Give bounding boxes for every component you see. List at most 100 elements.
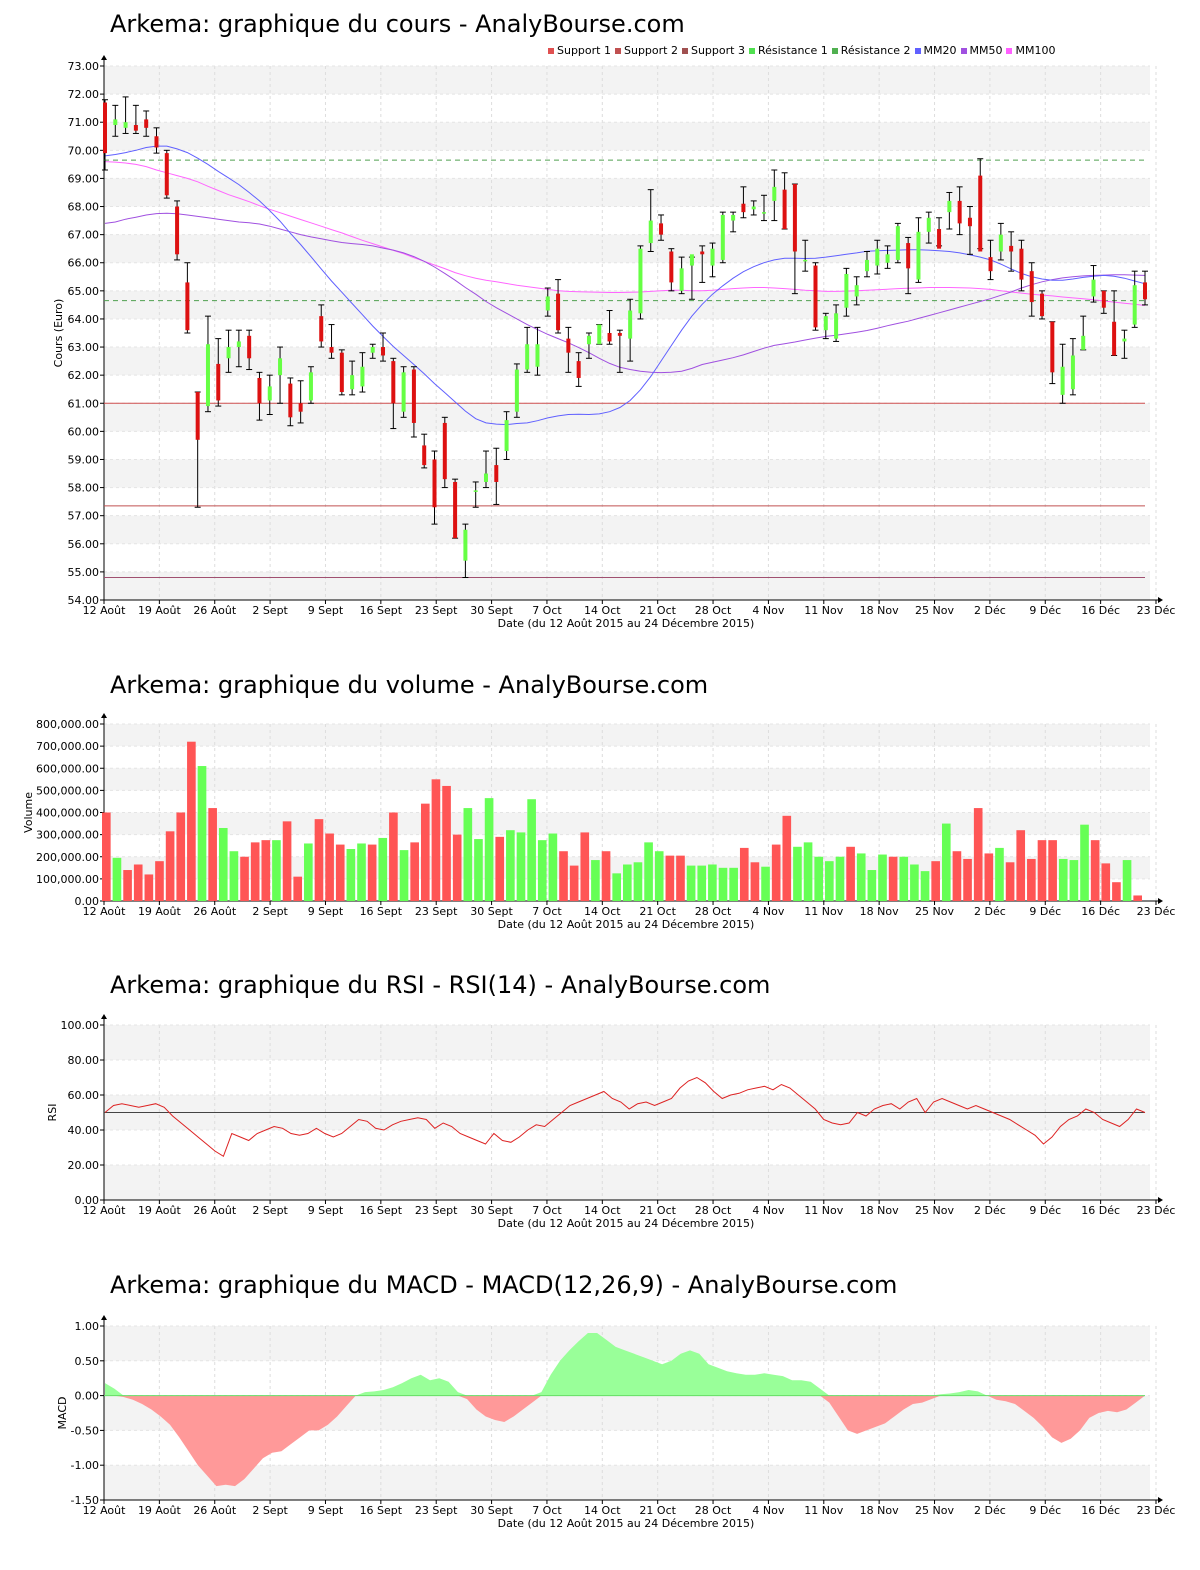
x-tick-label: 9 Déc — [1029, 1204, 1061, 1217]
candle-body — [926, 217, 931, 232]
volume-bar — [378, 837, 388, 901]
x-axis-caption: Date (du 12 Août 2015 au 24 Décembre 201… — [498, 1217, 755, 1230]
x-tick-label: 28 Oct — [695, 604, 732, 617]
candle-body — [123, 122, 128, 128]
volume-bar — [1037, 840, 1047, 901]
grid-band — [104, 1165, 1150, 1200]
x-tick-label: 9 Déc — [1029, 905, 1061, 918]
x-tick-label: 18 Nov — [860, 1504, 899, 1517]
candle-body — [597, 324, 602, 345]
volume-bar — [367, 844, 377, 901]
candle-body — [1050, 321, 1055, 373]
candle-body — [144, 119, 149, 128]
legend-swatch — [681, 48, 688, 54]
candle-body — [648, 220, 653, 244]
x-tick-label: 28 Oct — [695, 905, 732, 918]
candle-body — [844, 273, 849, 308]
legend-item: MM50 — [960, 44, 1002, 57]
y-tick-label: 400,000.00 — [36, 807, 99, 820]
candle-body — [823, 316, 828, 331]
x-tick-label: 16 Sept — [360, 1504, 403, 1517]
volume-bar — [218, 827, 228, 901]
legend-label: Résistance 1 — [757, 44, 828, 57]
mm50-line — [104, 212, 1146, 374]
y-tick-label: 600,000.00 — [36, 762, 99, 775]
y-tick-label: 65.00 — [68, 285, 100, 298]
candle-body — [607, 333, 612, 342]
volume-bar — [846, 846, 855, 901]
candle-body — [720, 214, 725, 260]
legend-item: Résistance 1 — [748, 44, 828, 57]
candle-body — [741, 203, 746, 213]
macd-chart-title: Arkema: graphique du MACD - MACD(12,26,9… — [110, 1271, 898, 1299]
candle-body — [504, 420, 509, 452]
candle-body — [556, 293, 561, 331]
x-tick-label: 11 Nov — [804, 604, 843, 617]
volume-bar — [1133, 895, 1142, 901]
volume-bar — [1058, 858, 1068, 901]
volume-bar — [984, 853, 994, 901]
candle-body — [1029, 271, 1034, 303]
y-tick-label: 71.00 — [68, 116, 100, 129]
y-tick-label: 57.00 — [68, 510, 100, 523]
x-tick-label: 7 Oct — [532, 604, 562, 617]
rsi-chart-title: Arkema: graphique du RSI - RSI(14) - Ana… — [110, 971, 771, 999]
candle-body — [864, 259, 869, 272]
volume-bar — [516, 832, 526, 901]
volume-bar — [293, 876, 303, 901]
x-tick-label: 16 Déc — [1081, 1504, 1120, 1517]
legend-item: Support 1 — [548, 44, 611, 57]
volume-bar — [1112, 882, 1121, 901]
x-tick-label: 30 Sept — [470, 1204, 513, 1217]
candle-body — [947, 200, 952, 213]
x-axis-arrow — [1158, 1497, 1163, 1503]
candle-body — [586, 335, 591, 345]
y-axis-label: RSI — [46, 1104, 59, 1122]
legend-swatch — [614, 48, 621, 54]
volume-bar — [495, 836, 505, 901]
y-tick-label: 63.00 — [68, 341, 100, 354]
legend-swatch — [914, 48, 921, 54]
candle-body — [906, 243, 911, 269]
candle-body — [576, 361, 581, 378]
grid-band — [104, 347, 1150, 376]
candle-body — [288, 383, 293, 418]
x-tick-label: 7 Oct — [532, 905, 562, 918]
y-tick-label: 72.00 — [68, 88, 100, 101]
candle-body — [937, 229, 942, 249]
candle-body — [185, 282, 190, 331]
y-tick-label: -1.50 — [71, 1494, 99, 1507]
x-axis-caption: Date (du 12 Août 2015 au 24 Décembre 201… — [498, 617, 755, 630]
candle-body — [1112, 321, 1117, 356]
y-tick-label: 0.00 — [75, 1390, 100, 1403]
volume-bar — [750, 862, 760, 901]
y-tick-label: 67.00 — [68, 229, 100, 242]
volume-bar — [474, 839, 483, 901]
candle-body — [854, 285, 859, 297]
y-tick-label: 80.00 — [68, 1054, 100, 1067]
mm20-line — [104, 145, 1146, 426]
volume-bar — [1122, 860, 1132, 901]
y-tick-label: 69.00 — [68, 172, 100, 185]
grid-band — [104, 812, 1150, 835]
y-tick-label: 0.00 — [75, 1194, 100, 1207]
y-tick-label: 68.00 — [68, 201, 100, 214]
y-tick-label: 70.00 — [68, 144, 100, 157]
volume-bar — [187, 741, 196, 901]
legend-label: Support 2 — [623, 44, 678, 57]
candle-body — [226, 347, 231, 359]
y-tick-label: 100,000.00 — [36, 873, 99, 886]
y-axis-arrow — [101, 1014, 107, 1019]
candle-body — [278, 358, 283, 376]
candle-body — [772, 186, 777, 201]
candle-body — [813, 265, 818, 328]
candle-body — [803, 259, 808, 262]
x-tick-label: 2 Sept — [252, 1504, 288, 1517]
y-tick-label: 54.00 — [68, 594, 100, 607]
x-axis-caption: Date (du 12 Août 2015 au 24 Décembre 201… — [498, 918, 755, 931]
mm100-line — [104, 161, 1146, 306]
volume-bar — [888, 856, 898, 901]
rsi-chart: 0.00 20.00 40.00 60.00 80.00 100.00 12 Août 19 … — [46, 1014, 1175, 1230]
candle-body — [988, 257, 993, 272]
volume-bar — [708, 864, 717, 901]
